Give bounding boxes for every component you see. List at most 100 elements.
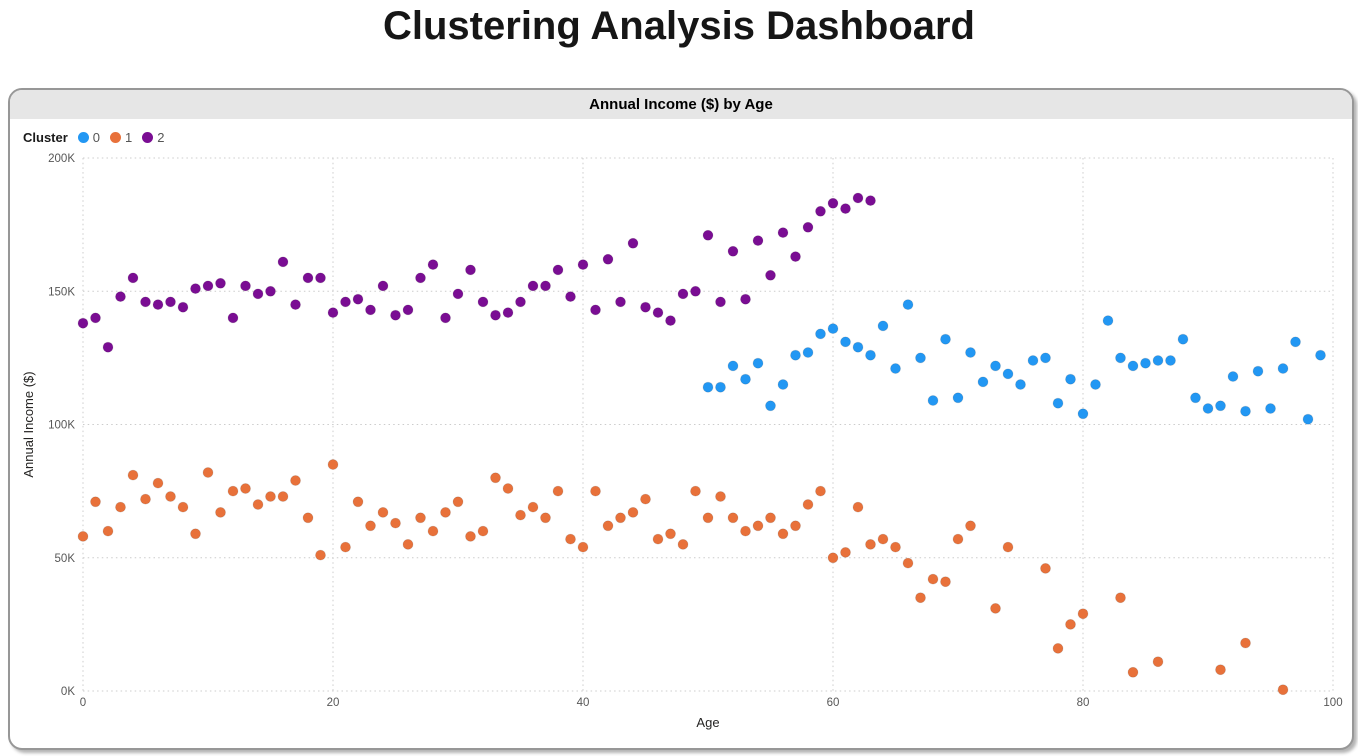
scatter-point[interactable]: [727, 245, 739, 257]
scatter-point[interactable]: [1252, 365, 1264, 377]
scatter-point[interactable]: [352, 293, 364, 305]
scatter-point[interactable]: [765, 512, 776, 524]
scatter-point[interactable]: [215, 277, 226, 289]
scatter-point[interactable]: [952, 533, 964, 545]
scatter-point[interactable]: [765, 400, 776, 412]
scatter-point[interactable]: [165, 491, 176, 502]
scatter-point[interactable]: [165, 296, 176, 308]
scatter-point[interactable]: [352, 496, 364, 508]
scatter-point[interactable]: [752, 520, 764, 532]
scatter-point[interactable]: [777, 227, 789, 239]
scatter-point[interactable]: [1240, 405, 1251, 417]
scatter-point[interactable]: [527, 501, 539, 513]
scatter-point[interactable]: [915, 352, 926, 364]
scatter-point[interactable]: [677, 539, 689, 550]
scatter-point[interactable]: [877, 533, 889, 545]
scatter-point[interactable]: [102, 525, 114, 537]
scatter-point[interactable]: [802, 499, 814, 510]
scatter-point[interactable]: [402, 539, 414, 550]
scatter-point[interactable]: [902, 557, 914, 569]
scatter-point[interactable]: [615, 296, 626, 308]
scatter-point[interactable]: [1215, 664, 1226, 676]
scatter-point[interactable]: [477, 296, 489, 308]
scatter-point[interactable]: [552, 264, 564, 276]
scatter-point[interactable]: [1315, 349, 1326, 361]
scatter-point[interactable]: [690, 485, 701, 497]
scatter-point[interactable]: [190, 283, 201, 295]
scatter-point[interactable]: [1065, 619, 1076, 630]
scatter-point[interactable]: [740, 373, 751, 385]
scatter-point[interactable]: [265, 285, 276, 297]
legend-item-2[interactable]: 2: [142, 130, 165, 145]
scatter-point[interactable]: [590, 304, 601, 316]
scatter-point[interactable]: [252, 288, 264, 300]
scatter-point[interactable]: [802, 221, 814, 233]
scatter-point[interactable]: [1077, 608, 1089, 620]
scatter-point[interactable]: [940, 333, 951, 345]
scatter-point[interactable]: [702, 229, 714, 241]
scatter-point[interactable]: [1015, 379, 1026, 390]
scatter-point[interactable]: [365, 304, 376, 316]
scatter-point[interactable]: [1127, 360, 1139, 372]
scatter-point[interactable]: [1165, 355, 1176, 366]
scatter-point[interactable]: [1090, 379, 1101, 390]
scatter-point[interactable]: [602, 253, 614, 265]
scatter-point[interactable]: [902, 299, 914, 311]
scatter-point[interactable]: [1052, 397, 1064, 409]
scatter-point[interactable]: [302, 512, 314, 524]
scatter-point[interactable]: [790, 251, 801, 263]
scatter-point[interactable]: [727, 512, 739, 524]
scatter-point[interactable]: [140, 493, 151, 505]
scatter-point[interactable]: [790, 349, 801, 361]
scatter-point[interactable]: [852, 341, 864, 353]
scatter-point[interactable]: [715, 381, 726, 393]
scatter-point[interactable]: [1277, 363, 1289, 374]
scatter-point[interactable]: [127, 469, 139, 481]
legend-item-1[interactable]: 1: [110, 130, 132, 145]
scatter-point[interactable]: [652, 533, 664, 545]
scatter-point[interactable]: [702, 512, 714, 524]
scatter-point[interactable]: [665, 315, 676, 327]
scatter-point[interactable]: [840, 203, 851, 215]
scatter-point[interactable]: [552, 485, 564, 497]
scatter-point[interactable]: [990, 603, 1001, 614]
scatter-point[interactable]: [190, 528, 201, 540]
scatter-point[interactable]: [202, 280, 214, 292]
scatter-point[interactable]: [515, 296, 526, 308]
scatter-point[interactable]: [302, 272, 314, 284]
scatter-point[interactable]: [365, 520, 376, 532]
scatter-point[interactable]: [1265, 403, 1276, 414]
scatter-point[interactable]: [965, 520, 976, 532]
scatter-point[interactable]: [227, 485, 239, 497]
scatter-point[interactable]: [502, 483, 514, 494]
scatter-point[interactable]: [490, 309, 501, 321]
scatter-point[interactable]: [390, 517, 401, 529]
scatter-point[interactable]: [1140, 357, 1151, 369]
scatter-point[interactable]: [840, 547, 851, 558]
scatter-point[interactable]: [802, 347, 814, 358]
scatter-point[interactable]: [152, 477, 164, 489]
scatter-point[interactable]: [152, 299, 164, 311]
scatter-point[interactable]: [102, 341, 114, 353]
scatter-point[interactable]: [1115, 352, 1126, 364]
scatter-point[interactable]: [677, 288, 689, 300]
scatter-point[interactable]: [727, 360, 739, 372]
scatter-point[interactable]: [1040, 563, 1051, 574]
scatter-point[interactable]: [690, 285, 701, 297]
scatter-point[interactable]: [515, 509, 526, 521]
scatter-point[interactable]: [765, 269, 776, 281]
scatter-point[interactable]: [815, 328, 826, 340]
scatter-point[interactable]: [565, 291, 576, 303]
scatter-point[interactable]: [815, 485, 826, 497]
legend-item-0[interactable]: 0: [77, 130, 100, 145]
scatter-point[interactable]: [427, 259, 439, 271]
scatter-point[interactable]: [377, 280, 389, 292]
scatter-point[interactable]: [602, 520, 614, 532]
scatter-point[interactable]: [240, 483, 251, 494]
scatter-point[interactable]: [1002, 368, 1014, 380]
scatter-point[interactable]: [77, 531, 89, 542]
scatter-point[interactable]: [1115, 592, 1126, 604]
scatter-point[interactable]: [577, 259, 589, 271]
scatter-point[interactable]: [290, 475, 301, 486]
scatter-point[interactable]: [327, 307, 339, 319]
